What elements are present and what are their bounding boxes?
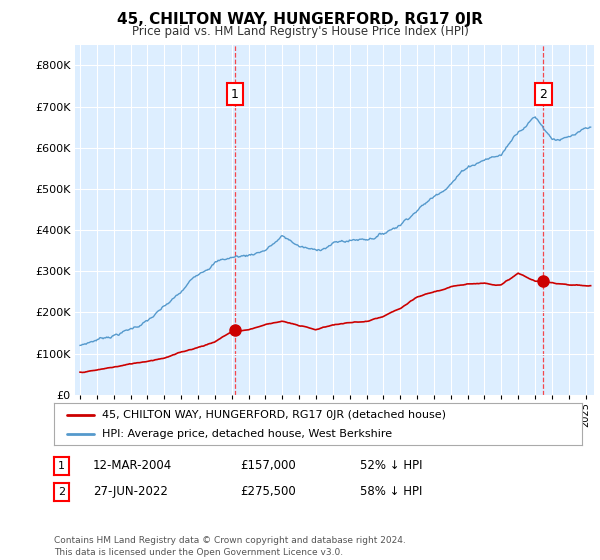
Text: £275,500: £275,500 [240,485,296,498]
Text: 27-JUN-2022: 27-JUN-2022 [93,485,168,498]
Text: HPI: Average price, detached house, West Berkshire: HPI: Average price, detached house, West… [101,429,392,439]
Text: 45, CHILTON WAY, HUNGERFORD, RG17 0JR (detached house): 45, CHILTON WAY, HUNGERFORD, RG17 0JR (d… [101,409,446,419]
Text: 52% ↓ HPI: 52% ↓ HPI [360,459,422,473]
Text: Price paid vs. HM Land Registry's House Price Index (HPI): Price paid vs. HM Land Registry's House … [131,25,469,38]
Text: £157,000: £157,000 [240,459,296,473]
Text: 45, CHILTON WAY, HUNGERFORD, RG17 0JR: 45, CHILTON WAY, HUNGERFORD, RG17 0JR [117,12,483,27]
Text: 2: 2 [58,487,65,497]
Text: 12-MAR-2004: 12-MAR-2004 [93,459,172,473]
Text: 2: 2 [539,88,547,101]
Text: Contains HM Land Registry data © Crown copyright and database right 2024.
This d: Contains HM Land Registry data © Crown c… [54,536,406,557]
Text: 1: 1 [231,88,239,101]
Text: 1: 1 [58,461,65,471]
Text: 58% ↓ HPI: 58% ↓ HPI [360,485,422,498]
